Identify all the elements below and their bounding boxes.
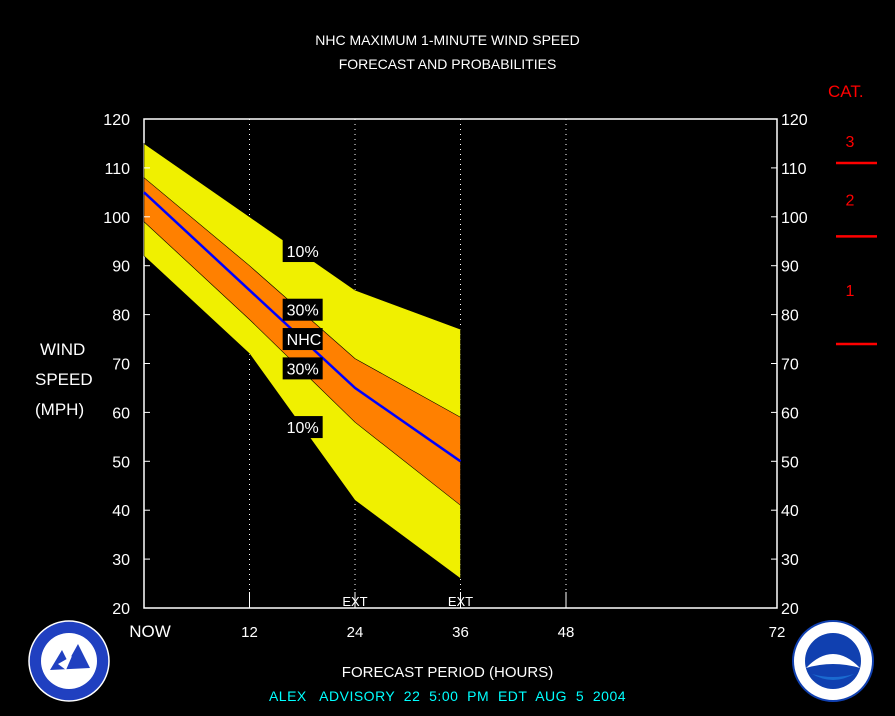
category-header: CAT. <box>828 82 864 101</box>
y-tick-label-left-60: 60 <box>112 405 130 422</box>
annotation-bg-0 <box>282 240 323 263</box>
x-axis-title: FORECAST PERIOD (HOURS) <box>341 664 554 681</box>
y-tick-label-right-80: 80 <box>781 308 799 325</box>
x-tick-label-0: NOW <box>129 622 171 641</box>
chart-title-line1: NHC MAXIMUM 1-MINUTE WIND SPEED <box>315 32 580 48</box>
category-label-3: 3 <box>846 134 855 151</box>
y-tick-label-right-100: 100 <box>781 210 808 227</box>
noaa-logo-icon <box>792 620 874 702</box>
y-tick-label-right-70: 70 <box>781 357 799 374</box>
annotation-label-0: 10% <box>287 244 319 261</box>
annotation-bg-2 <box>282 328 323 351</box>
x-tick-label-72: 72 <box>769 624 786 641</box>
y-tick-label-right-40: 40 <box>781 503 799 520</box>
y-tick-label-right-30: 30 <box>781 552 799 569</box>
y-tick-label-left-40: 40 <box>112 503 130 520</box>
annotation-bg-4 <box>282 416 323 439</box>
y-axis-label-2: SPEED <box>35 370 93 389</box>
ext-marker-24: EXT <box>342 594 367 609</box>
nws-logo-icon <box>28 620 110 702</box>
annotation-label-4: 10% <box>287 420 319 437</box>
annotation-label-2: NHC <box>287 332 322 349</box>
y-tick-label-left-80: 80 <box>112 308 130 325</box>
x-tick-label-36: 36 <box>452 624 469 641</box>
x-tick-label-24: 24 <box>347 624 364 641</box>
y-tick-label-right-60: 60 <box>781 405 799 422</box>
y-tick-label-left-120: 120 <box>103 112 130 129</box>
y-tick-label-left-30: 30 <box>112 552 130 569</box>
y-axis-label-1: WIND <box>40 340 86 359</box>
y-tick-label-left-90: 90 <box>112 259 130 276</box>
y-tick-label-left-110: 110 <box>104 161 130 178</box>
x-tick-label-48: 48 <box>558 624 575 641</box>
category-label-1: 1 <box>846 283 855 300</box>
x-tick-label-12: 12 <box>241 624 258 641</box>
y-tick-label-right-110: 110 <box>781 161 807 178</box>
y-tick-label-left-100: 100 <box>103 210 130 227</box>
y-tick-label-left-20: 20 <box>112 601 130 618</box>
y-axis-label-3: (MPH) <box>35 400 85 419</box>
y-tick-label-right-120: 120 <box>781 112 808 129</box>
y-tick-label-right-90: 90 <box>781 259 799 276</box>
y-tick-label-right-50: 50 <box>781 454 799 471</box>
ext-marker-36: EXT <box>448 594 473 609</box>
annotation-bg-3 <box>282 357 323 380</box>
chart-title-line2: FORECAST AND PROBABILITIES <box>338 56 557 72</box>
y-tick-label-left-70: 70 <box>112 357 130 374</box>
category-label-2: 2 <box>846 193 855 210</box>
advisory-line: ALEX ADVISORY 22 5:00 PM EDT AUG 5 2004 <box>268 688 627 704</box>
annotation-bg-1 <box>282 298 323 321</box>
y-tick-label-right-20: 20 <box>781 601 799 618</box>
annotation-label-3: 30% <box>287 361 319 378</box>
annotation-label-1: 30% <box>287 303 319 320</box>
y-tick-label-left-50: 50 <box>112 454 130 471</box>
